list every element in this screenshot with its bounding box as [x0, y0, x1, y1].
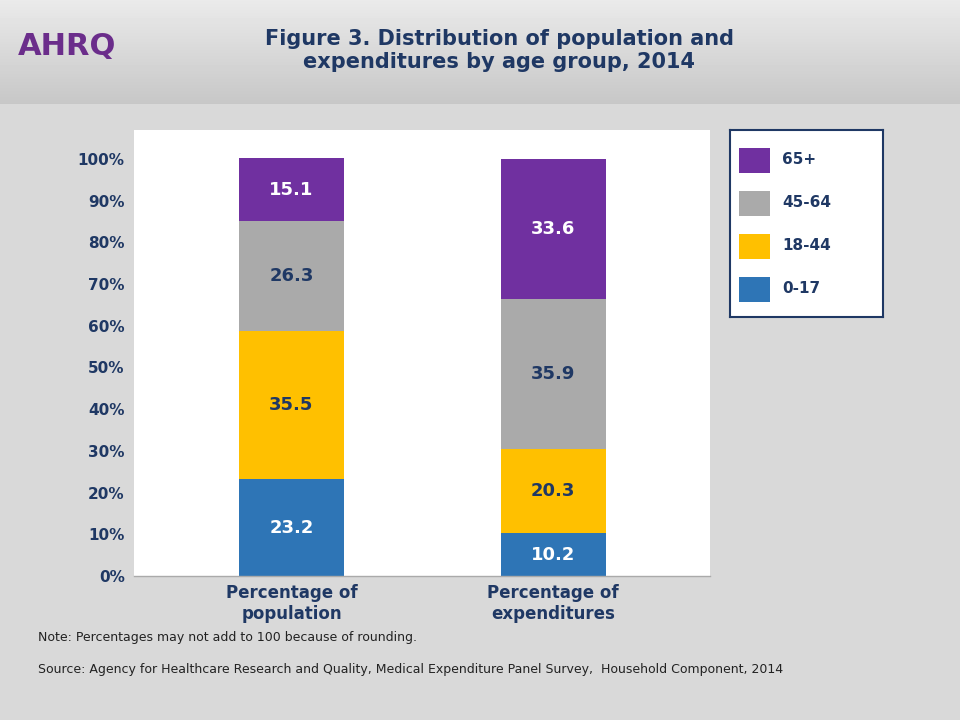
Text: AHRQ: AHRQ: [18, 32, 116, 61]
Text: 10.2: 10.2: [531, 546, 575, 564]
Bar: [239, 158, 344, 221]
Text: 65+: 65+: [781, 152, 816, 167]
Text: 35.5: 35.5: [270, 396, 314, 414]
Text: 18-44: 18-44: [781, 238, 830, 253]
Text: 35.9: 35.9: [531, 365, 575, 383]
Bar: [739, 192, 770, 216]
Bar: [239, 480, 344, 576]
Bar: [239, 221, 344, 331]
Bar: [739, 277, 770, 302]
Text: 0-17: 0-17: [781, 282, 820, 296]
Bar: [501, 159, 606, 299]
Text: Figure 3. Distribution of population and
expenditures by age group, 2014: Figure 3. Distribution of population and…: [265, 29, 733, 72]
Text: 20.3: 20.3: [531, 482, 575, 500]
Text: Note: Percentages may not add to 100 because of rounding.: Note: Percentages may not add to 100 bec…: [38, 631, 418, 644]
Bar: [739, 235, 770, 258]
Bar: [501, 299, 606, 449]
Text: 23.2: 23.2: [270, 518, 314, 536]
Bar: [239, 331, 344, 480]
Bar: [501, 449, 606, 534]
Text: 26.3: 26.3: [270, 267, 314, 285]
Text: 33.6: 33.6: [531, 220, 575, 238]
Text: 15.1: 15.1: [270, 181, 314, 199]
Bar: [739, 148, 770, 173]
Bar: [501, 534, 606, 576]
Text: Source: Agency for Healthcare Research and Quality, Medical Expenditure Panel Su: Source: Agency for Healthcare Research a…: [38, 663, 783, 676]
Text: 45-64: 45-64: [781, 195, 830, 210]
